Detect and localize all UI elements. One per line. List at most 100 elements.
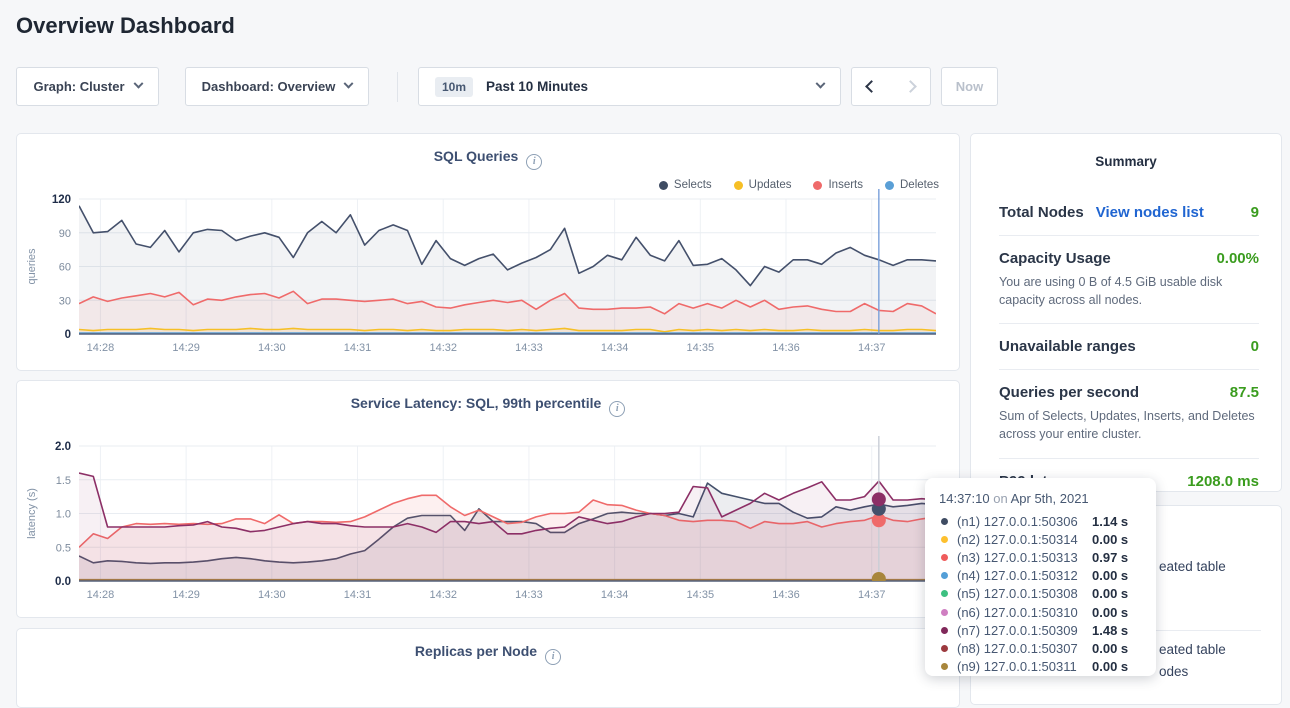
svg-text:14:37: 14:37 xyxy=(858,342,886,354)
event-item-fragment: odes xyxy=(1159,664,1189,679)
legend-dot-icon xyxy=(658,180,668,190)
svg-text:14:32: 14:32 xyxy=(429,342,457,354)
tooltip-node-row: (n5) 127.0.0.1:50308 0.00 s xyxy=(939,585,1142,603)
tooltip-node-row: (n8) 127.0.0.1:50307 0.00 s xyxy=(939,639,1142,657)
dashboard-dropdown-label: Dashboard: Overview xyxy=(201,79,336,94)
legend-item-selects[interactable]: Selects xyxy=(658,179,712,191)
series-dot-icon xyxy=(941,572,948,580)
legend-item-deletes[interactable]: Deletes xyxy=(885,179,939,191)
legend-item-updates[interactable]: Updates xyxy=(733,179,791,191)
legend-dot-icon xyxy=(813,180,823,190)
svg-text:14:28: 14:28 xyxy=(87,589,115,601)
chart-legend: Selects Updates Inserts Deletes xyxy=(658,179,939,191)
svg-text:0: 0 xyxy=(65,329,71,341)
chart-title: Replicas per Node i xyxy=(17,643,959,665)
qps-value: 87.5 xyxy=(1229,384,1259,402)
series-dot-icon xyxy=(941,535,948,543)
info-icon[interactable]: i xyxy=(609,401,626,417)
time-window-label: Past 10 Minutes xyxy=(486,79,589,94)
svg-text:14:34: 14:34 xyxy=(601,589,629,601)
graph-dropdown-label: Graph: Cluster xyxy=(33,79,125,94)
capacity-usage-desc: You are using 0 B of 4.5 GiB usable disk… xyxy=(999,275,1223,308)
divider xyxy=(999,457,1259,459)
svg-text:90: 90 xyxy=(59,228,71,240)
divider xyxy=(999,235,1259,236)
chart-title-text: Replicas per Node xyxy=(414,643,538,659)
series-dot-icon xyxy=(941,590,948,598)
info-icon[interactable]: i xyxy=(526,154,543,170)
svg-text:14:29: 14:29 xyxy=(172,589,200,601)
svg-text:14:28: 14:28 xyxy=(87,342,115,354)
p99-latency-value: 1208.0 ms xyxy=(1187,472,1259,490)
unavailable-ranges-label: Unavailable ranges xyxy=(999,338,1136,356)
legend-dot-icon xyxy=(733,180,743,190)
svg-text:60: 60 xyxy=(59,262,71,274)
tooltip-node-rows: (n1) 127.0.0.1:50306 1.14 s (n2) 127.0.0.1… xyxy=(939,512,1142,676)
svg-text:14:35: 14:35 xyxy=(687,342,715,354)
view-nodes-list-link[interactable]: View nodes list xyxy=(1095,204,1204,221)
total-nodes-value: 9 xyxy=(1250,204,1259,221)
time-prev-button[interactable] xyxy=(851,67,891,106)
series-dot-icon xyxy=(941,517,948,525)
svg-text:14:35: 14:35 xyxy=(687,589,715,601)
chart-title-text: Service Latency: SQL, 99th percentile xyxy=(350,395,602,411)
toolbar-divider xyxy=(397,72,398,102)
svg-text:14:30: 14:30 xyxy=(258,589,286,601)
chart-title-text: SQL Queries xyxy=(433,148,519,164)
total-nodes-label: Total Nodes xyxy=(999,204,1084,221)
svg-text:1.0: 1.0 xyxy=(56,509,71,521)
service-latency-chart[interactable]: 14:28 14:29 14:30 14:31 14:32 14:33 14:34 14:35… xyxy=(17,381,961,619)
tooltip-node-row: (n7) 127.0.0.1:50309 1.48 s xyxy=(939,621,1142,639)
svg-text:14:37: 14:37 xyxy=(858,589,886,601)
svg-text:latency (s): latency (s) xyxy=(26,488,38,539)
series-dot-icon xyxy=(941,644,948,652)
svg-text:120: 120 xyxy=(52,194,71,206)
event-item-fragment: eated table xyxy=(1159,642,1226,657)
svg-text:0.5: 0.5 xyxy=(56,542,71,554)
chart-title: Service Latency: SQL, 99th percentile i xyxy=(17,395,959,417)
event-item-fragment: eated table xyxy=(1159,559,1226,574)
svg-text:30: 30 xyxy=(59,295,71,307)
svg-text:14:31: 14:31 xyxy=(344,589,372,601)
series-dot-icon xyxy=(941,663,948,671)
graph-dropdown[interactable]: Graph: Cluster xyxy=(16,67,159,106)
time-next-button[interactable] xyxy=(890,67,931,106)
chevron-down-icon xyxy=(815,78,826,89)
svg-text:14:33: 14:33 xyxy=(515,589,543,601)
unavailable-ranges-value: 0 xyxy=(1250,338,1259,356)
chart-hover-tooltip: 14:37:10 on Apr 5th, 2021 (n1) 127.0.0.1… xyxy=(925,478,1156,676)
replicas-per-node-chart-card: Replicas per Node i xyxy=(16,628,960,708)
svg-text:14:36: 14:36 xyxy=(772,589,800,601)
tooltip-node-row: (n4) 127.0.0.1:50312 0.00 s xyxy=(939,567,1142,585)
tooltip-node-row: (n9) 127.0.0.1:50311 0.00 s xyxy=(939,658,1142,676)
svg-text:1.5: 1.5 xyxy=(56,475,71,487)
tooltip-node-row: (n2) 127.0.0.1:50314 0.00 s xyxy=(939,530,1142,548)
summary-title: Summary xyxy=(1095,154,1157,169)
qps-label: Queries per second xyxy=(999,384,1140,402)
capacity-usage-value: 0.00% xyxy=(1216,250,1259,267)
chevron-right-icon xyxy=(903,80,917,93)
divider xyxy=(999,369,1259,371)
qps-desc: Sum of Selects, Updates, Inserts, and De… xyxy=(999,409,1255,442)
summary-panel: Summary Total Nodes View nodes list 9 Ca… xyxy=(970,133,1282,492)
series-dot-icon xyxy=(941,553,948,561)
tooltip-node-row: (n1) 127.0.0.1:50306 1.14 s xyxy=(939,512,1142,530)
series-dot-icon xyxy=(941,608,948,616)
page-title: Overview Dashboard xyxy=(16,13,235,38)
dashboard-dropdown[interactable]: Dashboard: Overview xyxy=(185,67,369,106)
svg-text:14:36: 14:36 xyxy=(772,342,800,354)
time-window-badge: 10m xyxy=(435,76,474,97)
divider xyxy=(999,323,1259,325)
chevron-down-icon xyxy=(343,78,354,89)
sql-queries-chart[interactable]: 14:28 14:29 14:30 14:31 14:32 14:33 14:34 14:35… xyxy=(17,134,961,372)
time-range-selector[interactable]: 10m Past 10 Minutes xyxy=(418,67,841,106)
info-icon[interactable]: i xyxy=(545,649,562,665)
svg-text:14:34: 14:34 xyxy=(601,342,629,354)
svg-text:2.0: 2.0 xyxy=(55,441,71,453)
now-button[interactable]: Now xyxy=(941,67,998,106)
svg-text:14:30: 14:30 xyxy=(258,342,286,354)
legend-item-inserts[interactable]: Inserts xyxy=(813,179,863,191)
tooltip-node-row: (n6) 127.0.0.1:50310 0.00 s xyxy=(939,603,1142,621)
svg-text:14:33: 14:33 xyxy=(515,342,543,354)
svg-text:14:29: 14:29 xyxy=(172,342,200,354)
